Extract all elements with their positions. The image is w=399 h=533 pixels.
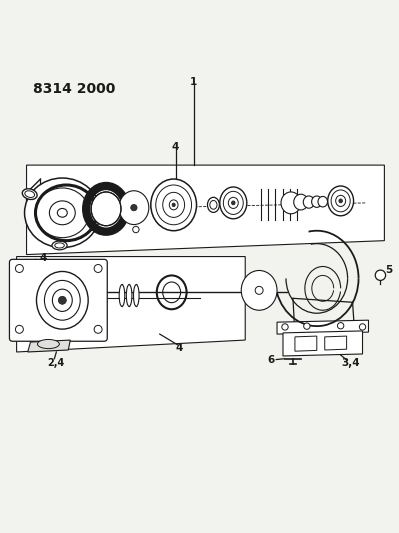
- Polygon shape: [295, 336, 317, 351]
- Ellipse shape: [38, 340, 59, 349]
- Ellipse shape: [91, 192, 121, 226]
- FancyBboxPatch shape: [10, 260, 107, 341]
- Circle shape: [255, 286, 263, 294]
- Ellipse shape: [281, 192, 301, 214]
- Text: 4: 4: [172, 142, 179, 152]
- Circle shape: [25, 260, 29, 264]
- Text: 4: 4: [39, 253, 47, 263]
- Ellipse shape: [328, 186, 354, 216]
- Ellipse shape: [119, 191, 149, 224]
- Ellipse shape: [49, 201, 75, 225]
- Ellipse shape: [207, 197, 219, 213]
- Polygon shape: [277, 320, 369, 334]
- Ellipse shape: [294, 194, 308, 210]
- Ellipse shape: [172, 203, 175, 207]
- Circle shape: [375, 270, 385, 280]
- Text: 2,4: 2,4: [48, 358, 65, 368]
- Ellipse shape: [52, 241, 67, 250]
- Ellipse shape: [22, 189, 37, 199]
- Circle shape: [304, 323, 310, 329]
- Ellipse shape: [231, 201, 235, 205]
- Circle shape: [338, 322, 344, 329]
- Ellipse shape: [36, 188, 89, 238]
- Circle shape: [282, 324, 288, 330]
- Ellipse shape: [55, 243, 64, 248]
- Ellipse shape: [241, 270, 277, 310]
- Circle shape: [94, 264, 102, 272]
- Circle shape: [359, 324, 366, 330]
- Circle shape: [16, 264, 24, 272]
- Ellipse shape: [134, 285, 139, 306]
- Ellipse shape: [339, 199, 342, 203]
- Circle shape: [58, 296, 66, 304]
- Ellipse shape: [25, 178, 100, 248]
- Text: 1: 1: [190, 77, 197, 86]
- Ellipse shape: [25, 191, 35, 197]
- Ellipse shape: [312, 196, 322, 207]
- Ellipse shape: [36, 271, 88, 329]
- Ellipse shape: [318, 197, 328, 207]
- Ellipse shape: [57, 208, 67, 217]
- Ellipse shape: [303, 196, 314, 208]
- Text: 4: 4: [176, 343, 183, 353]
- Circle shape: [131, 205, 137, 211]
- Circle shape: [16, 325, 24, 333]
- Polygon shape: [27, 165, 384, 255]
- Ellipse shape: [119, 285, 125, 306]
- Text: 6: 6: [267, 354, 274, 365]
- Circle shape: [25, 265, 29, 270]
- Ellipse shape: [220, 187, 247, 219]
- Text: 5: 5: [385, 265, 393, 276]
- Ellipse shape: [126, 285, 132, 306]
- Text: 8314 2000: 8314 2000: [32, 82, 115, 95]
- Polygon shape: [17, 256, 245, 352]
- Polygon shape: [283, 331, 363, 356]
- Polygon shape: [28, 340, 70, 352]
- Circle shape: [133, 227, 139, 233]
- Text: 3,4: 3,4: [341, 358, 360, 368]
- Circle shape: [94, 325, 102, 333]
- Polygon shape: [325, 336, 347, 350]
- Ellipse shape: [151, 179, 197, 231]
